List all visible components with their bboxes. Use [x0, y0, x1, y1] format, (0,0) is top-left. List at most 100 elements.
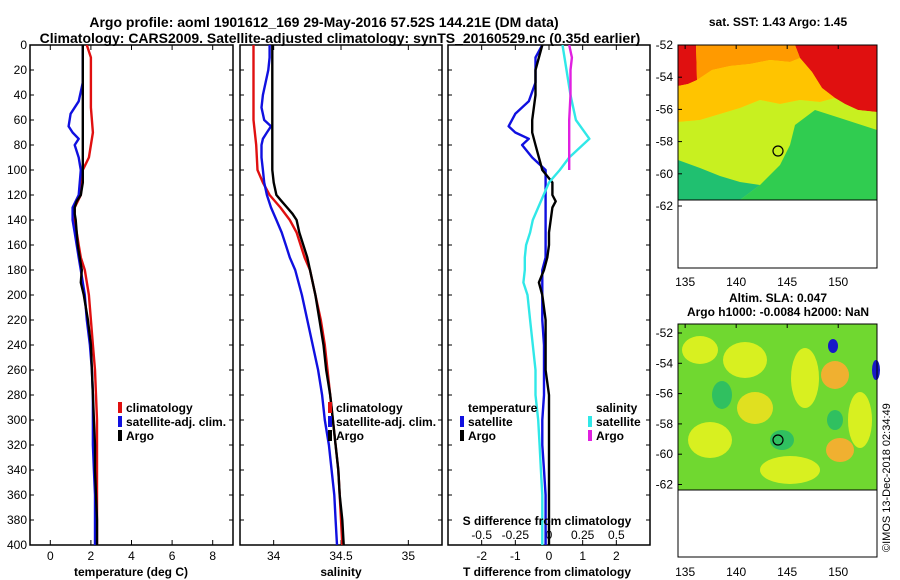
- map-lat-tick-label: -60: [656, 447, 674, 461]
- depth-tick-label: 200: [7, 288, 27, 302]
- temperature-legend-climatology: climatology: [126, 401, 193, 415]
- salinity-legend-swatch-satellite: [328, 416, 332, 427]
- difference-legend-temperature: temperature satellite Argo: [460, 401, 538, 443]
- map-lon-tick-label: 140: [726, 275, 746, 289]
- map-lat-tick-label: -52: [656, 38, 674, 52]
- series-t-satellite: [507, 45, 547, 545]
- map-lat-tick-label: -62: [656, 199, 674, 213]
- sst-map: [677, 44, 878, 201]
- series-satellite-adj-clim-: [67, 45, 97, 545]
- x-tick-label: -1: [510, 549, 521, 563]
- depth-tick-label: 300: [7, 413, 27, 427]
- imos-credit: ©IMOS 13-Dec-2018 02:34:49: [881, 403, 893, 552]
- series-argo: [271, 45, 345, 545]
- temperature-legend-satellite: satellite-adj. clim.: [126, 415, 226, 429]
- sst-green-southwest: [678, 160, 760, 200]
- x-tick-label: 6: [169, 549, 176, 563]
- depth-tick-label: 320: [7, 438, 27, 452]
- salinity-legend-argo: Argo: [336, 429, 364, 443]
- map-lon-tick-label: 145: [777, 565, 797, 579]
- sla-high-patch-2: [723, 342, 767, 378]
- difference-legend-s-argo: Argo: [596, 429, 624, 443]
- map-lat-tick-label: -56: [656, 102, 674, 116]
- x-tick-label: 0: [546, 549, 553, 563]
- salinity-legend-climatology: climatology: [336, 401, 403, 415]
- sla-low-patch-3: [827, 410, 843, 430]
- difference-legend-t-argo: Argo: [468, 429, 496, 443]
- difference-legend-swatch-t-satellite: [460, 416, 464, 427]
- map-lon-tick-label: 135: [675, 565, 695, 579]
- difference-legend-temperature-title: temperature: [468, 401, 538, 415]
- sla-map-axes: 135 140 145 150 -52 -54 -56 -58 -60 -62: [656, 323, 878, 579]
- sst-warm-patch-east: [795, 45, 877, 112]
- top-x-tick-label: -0.5: [471, 528, 492, 542]
- temperature-panel-frame: [29, 44, 234, 546]
- salinity-legend: climatology satellite-adj. clim. Argo: [328, 401, 436, 443]
- sla-high-patch-8: [760, 456, 820, 484]
- sla-map-outer-frame: [677, 323, 878, 558]
- x-tick-label: 34: [267, 549, 281, 563]
- x-tick-label: 34.5: [329, 549, 353, 563]
- difference-legend-salinity: salinity satellite Argo: [588, 401, 641, 443]
- temperature-x-axis: 0 2 4 6 8: [47, 45, 216, 563]
- map-lat-tick-label: -58: [656, 135, 674, 149]
- difference-legend-t-satellite: satellite: [468, 415, 513, 429]
- salinity-x-label: salinity: [320, 565, 362, 579]
- x-tick-label: 8: [209, 549, 216, 563]
- map-lat-tick-label: -56: [656, 387, 674, 401]
- depth-tick-label: 260: [7, 363, 27, 377]
- sla-high-patch-6: [848, 392, 872, 448]
- depth-tick-label: 340: [7, 463, 27, 477]
- depth-tick-label: 100: [7, 163, 27, 177]
- depth-tick-label: 60: [14, 113, 28, 127]
- sst-green-region: [740, 110, 877, 200]
- difference-legend-s-satellite: satellite: [596, 415, 641, 429]
- series-t-argo: [531, 45, 557, 545]
- temperature-legend-argo: Argo: [126, 429, 154, 443]
- x-tick-label: 2: [613, 549, 620, 563]
- depth-tick-label: 80: [14, 138, 28, 152]
- depth-tick-label: 380: [7, 513, 27, 527]
- series-climatology: [252, 45, 344, 545]
- map-lon-tick-label: 140: [726, 565, 746, 579]
- sla-high-patch-1: [682, 336, 718, 364]
- figure-title-line1: Argo profile: aoml 1901612_169 29-May-20…: [89, 14, 558, 30]
- sst-warm-patch-west: [678, 45, 697, 86]
- sla-low-patch-5: [872, 360, 880, 380]
- top-x-tick-label: 0.5: [608, 528, 625, 542]
- temperature-legend: climatology satellite-adj. clim. Argo: [118, 401, 226, 443]
- map-lat-tick-label: -52: [656, 326, 674, 340]
- difference-x-axis: -2 -1 0 1 2-0.5 -0.25 0 0.25 0.5: [471, 45, 625, 563]
- depth-tick-label: 160: [7, 238, 27, 252]
- x-tick-label: 4: [128, 549, 135, 563]
- depth-tick-label: 400: [7, 538, 27, 552]
- temperature-series: [67, 45, 99, 545]
- map-lon-tick-label: 135: [675, 275, 695, 289]
- sla-high-patch-7: [688, 422, 732, 458]
- series-s-satellite: [522, 45, 591, 545]
- map-lat-tick-label: -54: [656, 70, 674, 84]
- salinity-series: [252, 45, 345, 545]
- top-x-tick-label: -0.25: [502, 528, 530, 542]
- sla-high-patch-9: [826, 438, 854, 462]
- x-tick-label: 1: [579, 549, 586, 563]
- temperature-legend-swatch-satellite: [118, 416, 122, 427]
- depth-tick-label: 0: [20, 38, 27, 52]
- top-x-tick-label: 0.25: [571, 528, 595, 542]
- x-tick-label: -2: [476, 549, 487, 563]
- x-tick-label: 2: [88, 549, 95, 563]
- map-lon-tick-label: 150: [828, 565, 848, 579]
- temperature-legend-swatch-argo: [118, 430, 122, 441]
- sst-map-outer-frame: [677, 44, 878, 269]
- depth-tick-label: 240: [7, 338, 27, 352]
- sla-low-patch-1: [712, 381, 732, 409]
- series-satellite-adj-clim-: [260, 45, 339, 545]
- depth-axis: 0 20 40 60 80 100 120 140 160 180 200 220 240 260 280 3…: [7, 38, 650, 552]
- depth-tick-label: 360: [7, 488, 27, 502]
- salinity-x-axis: 34 34.5 35: [267, 45, 415, 563]
- sst-map-axes: 135 140 145 150 -52 -54 -56 -58 -60 -62: [656, 38, 878, 289]
- difference-series: [507, 45, 591, 545]
- map-lat-tick-label: -58: [656, 417, 674, 431]
- map-lon-tick-label: 145: [777, 275, 797, 289]
